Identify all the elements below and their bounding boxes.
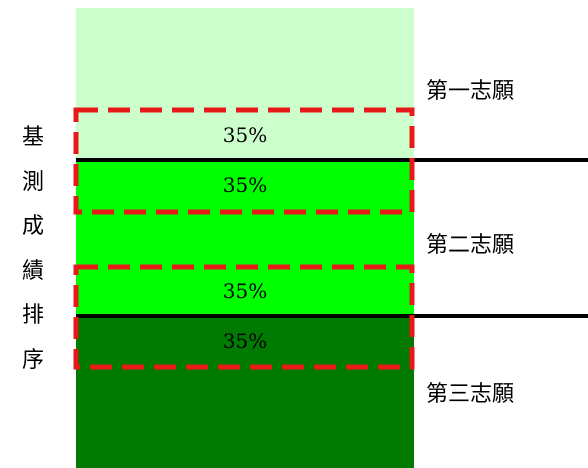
pct-label-below-divider-1: 35%	[223, 173, 267, 197]
pct-label-above-divider-2: 35%	[223, 279, 267, 303]
side-label-char: 績	[21, 258, 44, 284]
side-label-char: 排	[21, 303, 44, 328]
pct-label-above-divider-1: 35%	[223, 123, 267, 147]
side-label-score-ranking: 基 測 成 績 排 序	[18, 116, 48, 383]
band-first-choice	[76, 8, 414, 160]
choice-label-third: 第三志願	[426, 382, 514, 407]
side-label-char: 成	[21, 214, 44, 239]
side-label-char: 基	[21, 125, 44, 150]
overlap-box-first-second	[73, 107, 415, 215]
overlap-box-second-third	[73, 264, 415, 370]
band-third-choice	[76, 316, 414, 468]
band-second-choice	[76, 160, 414, 316]
side-label-char: 序	[21, 347, 44, 373]
pct-label-below-divider-2: 35%	[223, 329, 267, 353]
choice-label-first: 第一志願	[426, 79, 514, 104]
side-label-char: 測	[21, 169, 44, 195]
choice-label-second: 第二志願	[426, 233, 514, 258]
